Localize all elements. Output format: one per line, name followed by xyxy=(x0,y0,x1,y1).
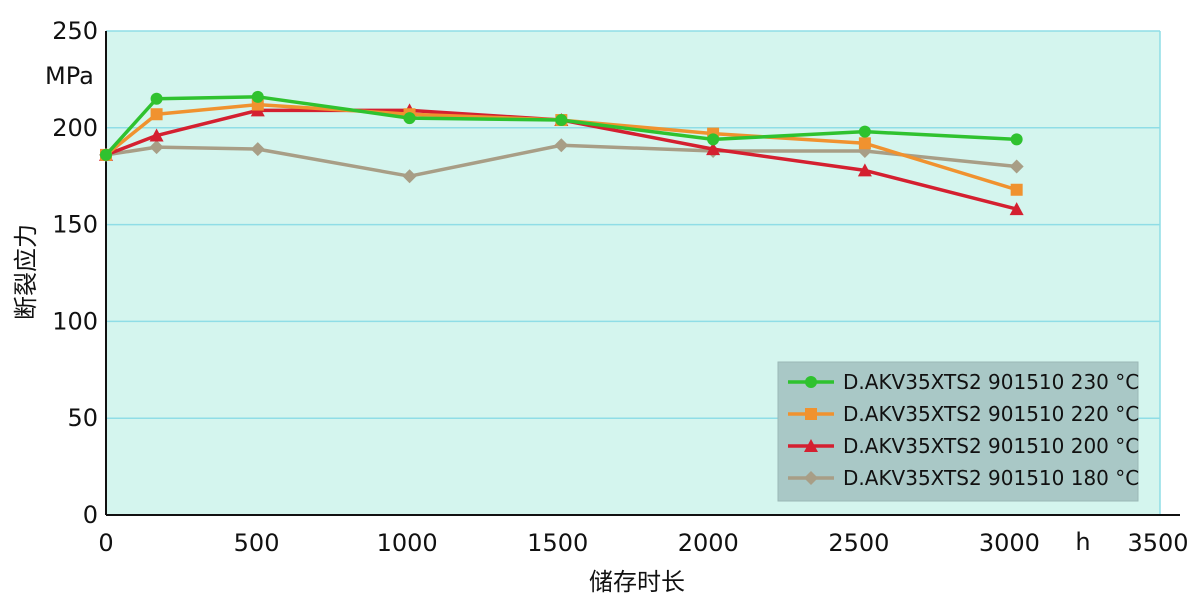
y-unit-label: MPa xyxy=(45,62,94,90)
data-point xyxy=(554,138,569,153)
x-tick-label: 3500 xyxy=(1127,529,1188,557)
data-point xyxy=(149,140,164,155)
data-point xyxy=(250,142,265,157)
x-tick-label: 3000 xyxy=(979,529,1040,557)
legend-label: D.AKV35XTS2 901510 180 °C xyxy=(843,466,1139,490)
x-tick-label: 2500 xyxy=(828,529,889,557)
x-tick-label: 0 xyxy=(98,529,113,557)
legend-marker xyxy=(804,471,818,485)
x-tick-label: 2000 xyxy=(678,529,739,557)
x-tick-label: 1000 xyxy=(377,529,438,557)
legend-label: D.AKV35XTS2 901510 220 °C xyxy=(843,402,1139,426)
y-tick-label: 200 xyxy=(52,114,98,142)
x-tick-label: 1500 xyxy=(527,529,588,557)
legend-label: D.AKV35XTS2 901510 200 °C xyxy=(843,434,1139,458)
data-point xyxy=(149,128,164,142)
data-point xyxy=(706,142,721,156)
series-layer xyxy=(99,90,1024,216)
axes xyxy=(105,31,1180,516)
data-point xyxy=(1010,183,1023,196)
legend-marker xyxy=(805,376,817,388)
data-point xyxy=(707,133,720,146)
data-point xyxy=(857,163,872,177)
data-point xyxy=(1009,202,1024,216)
legend-label: D.AKV35XTS2 901510 230 °C xyxy=(843,370,1139,394)
y-tick-labels: 0 50 100 150 200 250 xyxy=(52,17,98,529)
data-point xyxy=(402,169,417,184)
data-point xyxy=(858,137,871,150)
series-circle xyxy=(100,90,1023,161)
data-point xyxy=(1009,159,1024,174)
legend-marker xyxy=(804,439,818,452)
y-tick-label: 100 xyxy=(52,307,98,335)
data-point xyxy=(858,125,871,138)
legend-marker xyxy=(805,408,817,420)
x-unit-label: h xyxy=(1075,528,1090,556)
legend-box xyxy=(777,361,1139,502)
data-point xyxy=(251,90,264,103)
data-point xyxy=(150,108,163,121)
x-tick-labels: 0 500 1000 1500 2000 2500 3000 3500 xyxy=(98,529,1188,557)
series-line xyxy=(105,108,1018,211)
series-line xyxy=(104,102,1018,192)
x-axis-title: 储存时长 xyxy=(589,568,685,596)
data-point xyxy=(100,148,112,161)
series-line xyxy=(104,95,1017,157)
data-point xyxy=(1010,133,1023,146)
data-point xyxy=(403,112,416,125)
y-tick-label: 0 xyxy=(83,501,98,529)
x-tick-label: 500 xyxy=(234,529,280,557)
series-line xyxy=(105,143,1017,178)
y-tick-label: 250 xyxy=(52,17,98,45)
y-tick-label: 150 xyxy=(52,211,98,239)
data-point xyxy=(150,92,163,105)
y-tick-label: 50 xyxy=(67,404,98,432)
legend: D.AKV35XTS2 901510 230 °C D.AKV35XTS2 901… xyxy=(777,361,1139,502)
data-point xyxy=(555,114,568,127)
y-axis-title: 断裂应力 xyxy=(12,224,40,320)
